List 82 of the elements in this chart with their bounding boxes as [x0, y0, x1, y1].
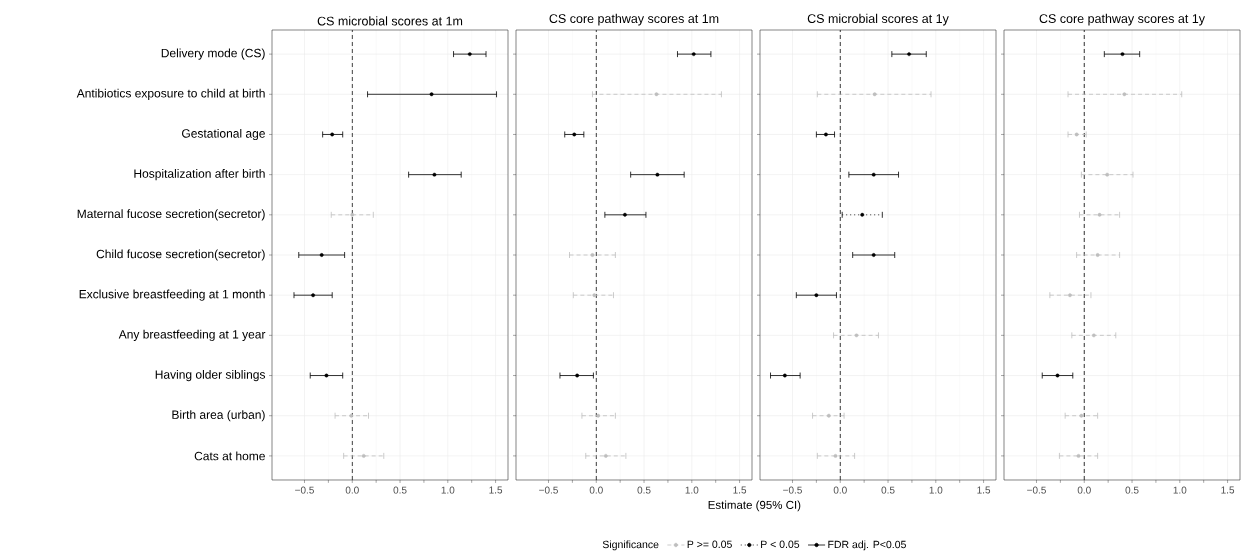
point	[350, 212, 355, 217]
x-tick-label: 1.5	[733, 486, 747, 494]
point	[311, 293, 315, 298]
x-tick-label: 0.0	[589, 486, 603, 494]
y-tick-label: Delivery mode (CS)	[161, 48, 265, 60]
point	[854, 333, 859, 338]
point	[691, 52, 696, 57]
point	[1120, 52, 1125, 57]
point	[432, 172, 437, 177]
y-tick-label: Exclusive breastfeeding at 1 month	[79, 289, 265, 301]
chart-title: CS core pathway scores at 1y	[1039, 13, 1205, 26]
y-tick-label: Any breastfeeding at 1 year	[118, 329, 266, 341]
point	[1097, 212, 1102, 217]
x-tick-label: 0.5	[1125, 486, 1139, 494]
point	[429, 92, 434, 97]
x-tick-label: 1.5	[977, 486, 991, 494]
point	[319, 253, 324, 257]
x-tick-label: −0.5	[295, 486, 314, 494]
x-tick-label: 0.5	[881, 486, 895, 494]
point	[655, 172, 660, 177]
y-tick-label: Antibiotics exposure to child at birth	[76, 88, 265, 100]
point	[349, 413, 354, 418]
point	[872, 92, 877, 97]
point	[871, 253, 876, 257]
x-tick-label: 1.0	[441, 486, 455, 494]
point	[590, 253, 595, 257]
point	[330, 132, 335, 137]
legend-label: P >= 0.05	[687, 540, 732, 549]
y-tick-label: Child fucose secretion(secretor)	[96, 249, 265, 261]
chart-title: CS core pathway scores at 1m	[549, 13, 719, 26]
point	[467, 52, 472, 57]
x-tick-label: −0.5	[539, 486, 558, 494]
y-tick-label: Gestational age	[182, 128, 265, 141]
chart-title: CS microbial scores at 1m	[317, 16, 463, 26]
chart-title: CS microbial scores at 1y	[807, 13, 949, 26]
point	[603, 453, 608, 458]
x-tick-label: 1.0	[685, 486, 699, 494]
y-tick-label: Cats at home	[194, 451, 265, 461]
point	[654, 92, 659, 97]
point	[1076, 453, 1081, 458]
y-tick-label: Maternal fucose secretion(secretor)	[77, 209, 265, 221]
point	[1105, 172, 1110, 177]
point	[1079, 413, 1084, 418]
point	[575, 373, 580, 378]
point	[826, 413, 831, 418]
point	[592, 293, 597, 298]
x-tick-label: 1.0	[929, 486, 943, 494]
point	[361, 453, 366, 458]
point	[782, 373, 787, 378]
point	[1074, 132, 1079, 137]
y-tick-label: Birth area (urban)	[172, 410, 265, 422]
point	[1122, 92, 1127, 97]
x-tick-label: 1.5	[1221, 486, 1235, 494]
y-tick-label: Having older siblings	[155, 369, 266, 382]
point	[814, 293, 819, 298]
point	[907, 52, 911, 57]
point	[824, 132, 828, 137]
x-tick-label: 1.5	[489, 486, 503, 494]
x-tick-label: 1.0	[1173, 486, 1187, 494]
point	[1095, 253, 1100, 257]
x-axis-title: Estimate (95% CI)	[708, 500, 801, 512]
point	[324, 373, 329, 378]
point	[1091, 333, 1096, 338]
legend-title: Significance	[602, 540, 659, 551]
point	[596, 413, 601, 418]
point	[1068, 293, 1072, 298]
x-tick-label: 0.0	[1077, 486, 1091, 494]
x-tick-label: 0.0	[833, 486, 847, 494]
legend-label: P < 0.05	[761, 540, 800, 549]
legend-label: FDR adj. P<0.05	[828, 540, 906, 551]
x-tick-label: 0.5	[637, 486, 651, 494]
point	[572, 132, 577, 137]
point	[1055, 373, 1060, 378]
x-tick-label: 0.5	[393, 486, 407, 494]
point	[871, 172, 876, 177]
y-tick-label: Hospitalization after birth	[134, 169, 265, 181]
x-tick-label: −0.5	[1027, 486, 1046, 494]
point	[860, 212, 865, 217]
x-tick-label: 0.0	[345, 486, 359, 494]
x-tick-label: −0.5	[783, 486, 802, 494]
point	[623, 212, 627, 217]
point	[833, 453, 838, 458]
